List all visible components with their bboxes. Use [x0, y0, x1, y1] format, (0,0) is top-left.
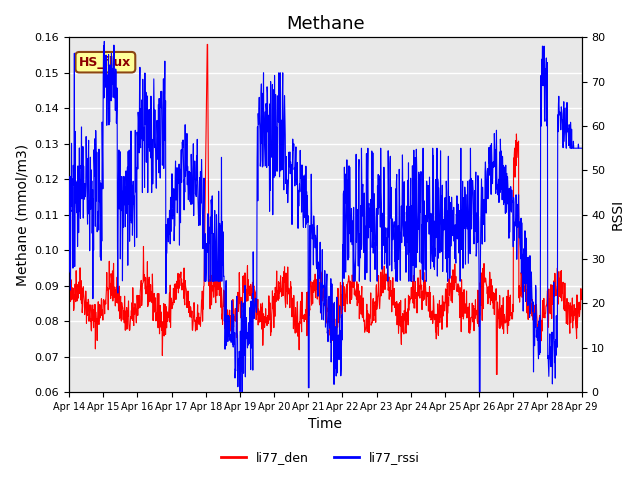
X-axis label: Time: Time	[308, 418, 342, 432]
Text: HS_flux: HS_flux	[79, 56, 132, 69]
Title: Methane: Methane	[286, 15, 365, 33]
Y-axis label: Methane (mmol/m3): Methane (mmol/m3)	[15, 144, 29, 286]
Y-axis label: RSSI: RSSI	[611, 199, 625, 230]
Legend: li77_den, li77_rssi: li77_den, li77_rssi	[216, 446, 424, 469]
